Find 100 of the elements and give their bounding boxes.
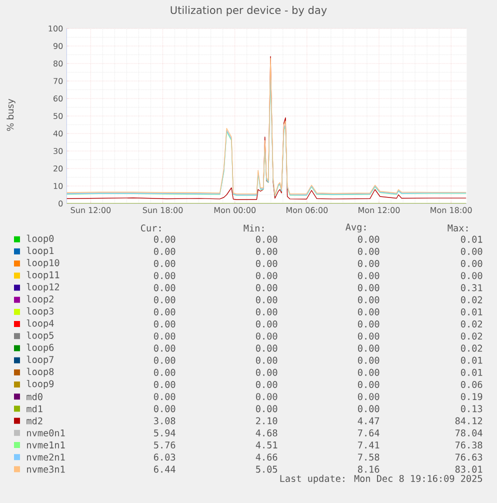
text: 84.12 [455,417,482,424]
text: 0.00 [154,368,176,376]
text: 5.05 [256,466,278,473]
text: 0.00 [154,284,176,292]
text: 0.00 [256,368,278,376]
text: 0.00 [154,393,176,400]
text: 5.94 [154,429,176,436]
text: 7.41 [358,442,380,448]
text: 0.00 [461,260,482,268]
chart-title: Utilization per device - by day [170,6,327,16]
legend-label: loop8 [26,368,54,377]
y-tick-label: 20 [54,165,63,172]
text: 4.68 [256,429,278,436]
text: 0.19 [461,393,482,400]
legend-label: loop3 [26,307,54,316]
legend-label: nvme2n1 [27,454,65,461]
text: 4.47 [358,417,380,424]
text: 0.00 [256,405,278,412]
legend-label: loop5 [26,332,54,341]
legend-label: md0 [26,392,42,400]
text: 0.00 [154,380,176,388]
text: 0.02 [461,320,482,328]
x-tick-label: Sun 18:00 [142,207,183,214]
legend-label: loop1 [26,246,54,256]
text: Min: [244,224,264,232]
text: 0.06 [461,380,482,388]
legend-label: md1 [26,405,42,412]
text: 6.03 [154,454,176,461]
x-tick-label: Mon 18:00 [430,207,472,214]
text: 0.00 [256,260,278,268]
y-tick-label: 100 [48,25,63,32]
text: 0.00 [256,272,278,280]
text: 0.00 [358,332,380,340]
text: 0.31 [461,284,482,292]
text: 78.04 [455,429,482,436]
text: 0.00 [256,332,278,340]
text: 7.64 [358,429,380,436]
legend-label: nvme1n1 [27,442,65,448]
text: 0.00 [154,344,176,352]
legend-label: md2 [26,417,42,424]
text: 0.00 [358,380,380,388]
text: 0.00 [256,380,278,388]
text: 0.00 [154,405,176,412]
text: 0.00 [358,356,380,364]
legend-label: loop9 [26,380,54,390]
text: 6.44 [154,466,176,473]
text: 0.00 [256,320,278,328]
text: 0.00 [358,393,380,400]
text: 0.02 [461,344,482,352]
text: 0.00 [256,344,278,352]
text: 0.02 [461,296,482,304]
text: 2.10 [256,417,278,424]
text: 0.00 [358,344,380,352]
legend-label: nvme0n1 [27,429,65,436]
text: 0.13 [461,405,482,412]
text: 0.00 [358,236,380,243]
text: 0.00 [358,260,380,268]
y-tick-label: 60 [54,95,63,102]
legend-label: loop2 [26,295,54,304]
x-tick-label: Mon 06:00 [286,207,328,214]
text: 0.00 [256,356,278,364]
text: Max: [448,224,468,232]
x-tick-label: Mon 00:00 [214,207,256,214]
y-axis-title: % busy [6,98,16,131]
text: 0.00 [154,236,176,243]
text: 8.16 [358,466,380,473]
text: 0.00 [358,296,380,304]
text: 0.00 [154,332,176,340]
text: 76.63 [455,454,482,461]
text: Avg: [346,224,366,232]
text: 0.02 [461,332,482,340]
text: 0.01 [461,236,482,243]
text: 0.00 [358,248,380,255]
text: 0.01 [461,356,482,364]
y-tick-label: 0 [58,200,63,207]
text: 83.01 [455,466,482,473]
legend-label: loop10 [26,258,60,268]
y-tick-label: 30 [54,148,63,154]
text: 0.00 [154,296,176,304]
text: Last update: Mon Dec 8 19:16:09 2025 [280,474,482,484]
text: Cur: [141,224,161,232]
text: 0.00 [358,272,380,280]
legend-label: loop0 [26,234,54,244]
text: 0.00 [154,320,176,328]
text: 0.00 [256,248,278,255]
y-tick-label: 90 [53,42,63,50]
legend-label: loop7 [26,356,54,365]
text: 0.00 [154,356,176,364]
text: 0.00 [461,272,482,280]
text: 0.00 [256,236,278,243]
y-tick-label: 10 [54,182,63,190]
text: 0.00 [358,284,380,292]
text: 0.01 [461,368,482,376]
y-tick-label: 50 [54,112,63,120]
text: 0.00 [358,368,380,376]
text: 0.00 [256,393,278,400]
y-tick-label: 70 [54,78,63,84]
text: 4.51 [256,442,278,448]
text: 0.01 [461,308,482,316]
text: 0.00 [358,405,380,412]
